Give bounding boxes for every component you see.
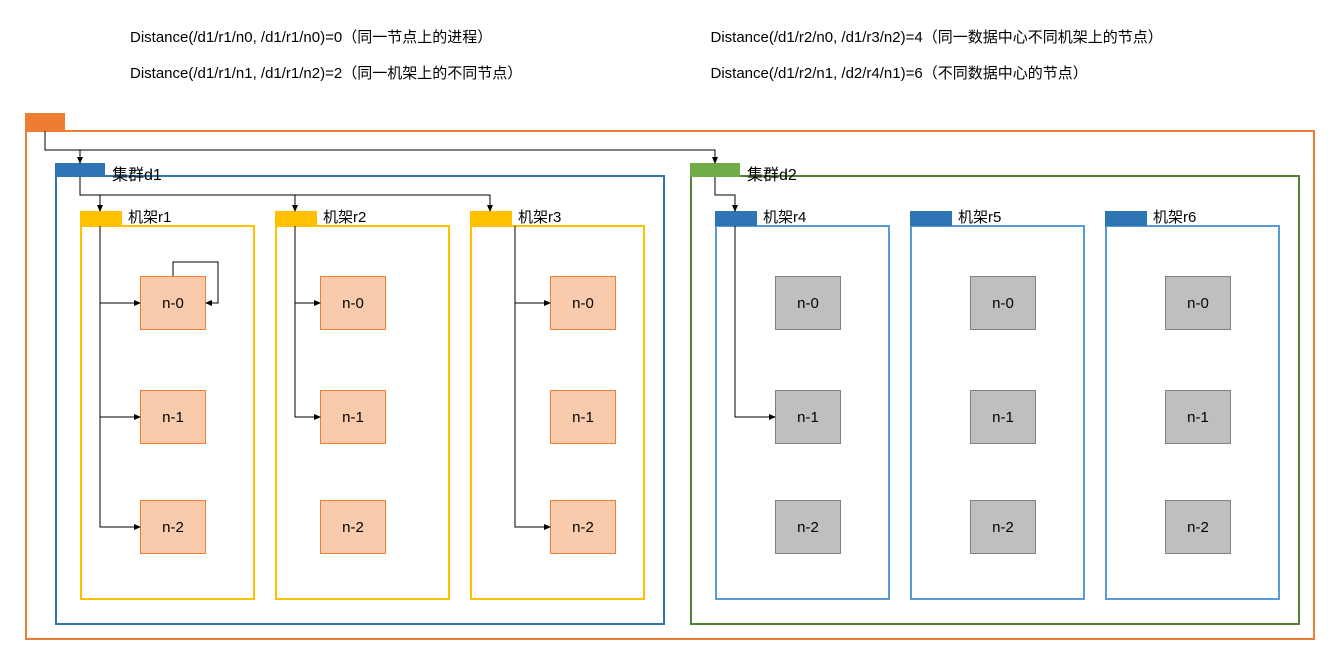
node-r6-1: n-1	[1165, 390, 1231, 444]
rack-label-r6: 机架r6	[1153, 206, 1196, 227]
formula-line: Distance(/d1/r1/n0, /d1/r1/n0)=0（同一节点上的进…	[130, 20, 711, 56]
distance-formulas: Distance(/d1/r1/n0, /d1/r1/n0)=0（同一节点上的进…	[130, 20, 1291, 92]
rack-tag-r1	[80, 211, 122, 226]
root-tag	[25, 113, 65, 131]
rack-tag-r6	[1105, 211, 1147, 226]
node-r4-1: n-1	[775, 390, 841, 444]
node-r5-0: n-0	[970, 276, 1036, 330]
rack-label-r5: 机架r5	[958, 206, 1001, 227]
node-r1-2: n-2	[140, 500, 206, 554]
node-r3-2: n-2	[550, 500, 616, 554]
rack-tag-r4	[715, 211, 757, 226]
cluster-label-d1: 集群d1	[112, 161, 162, 185]
formula-line: Distance(/d1/r2/n0, /d1/r3/n2)=4（同一数据中心不…	[711, 20, 1292, 56]
cluster-tag-d2	[690, 163, 740, 177]
cluster-label-d2: 集群d2	[747, 161, 797, 185]
node-r1-0: n-0	[140, 276, 206, 330]
node-r1-1: n-1	[140, 390, 206, 444]
node-r2-2: n-2	[320, 500, 386, 554]
node-r6-2: n-2	[1165, 500, 1231, 554]
formula-col-left: Distance(/d1/r1/n0, /d1/r1/n0)=0（同一节点上的进…	[130, 20, 711, 92]
formula-line: Distance(/d1/r1/n1, /d1/r1/n2)=2（同一机架上的不…	[130, 56, 711, 92]
rack-label-r1: 机架r1	[128, 206, 171, 227]
cluster-tag-d1	[55, 163, 105, 177]
rack-label-r4: 机架r4	[763, 206, 806, 227]
rack-tag-r3	[470, 211, 512, 226]
rack-tag-r5	[910, 211, 952, 226]
formula-col-right: Distance(/d1/r2/n0, /d1/r3/n2)=4（同一数据中心不…	[711, 20, 1292, 92]
node-r3-0: n-0	[550, 276, 616, 330]
node-r5-1: n-1	[970, 390, 1036, 444]
rack-label-r3: 机架r3	[518, 206, 561, 227]
node-r4-0: n-0	[775, 276, 841, 330]
rack-tag-r2	[275, 211, 317, 226]
node-r3-1: n-1	[550, 390, 616, 444]
node-r2-1: n-1	[320, 390, 386, 444]
formula-line: Distance(/d1/r2/n1, /d2/r4/n1)=6（不同数据中心的…	[711, 56, 1292, 92]
node-r5-2: n-2	[970, 500, 1036, 554]
rack-label-r2: 机架r2	[323, 206, 366, 227]
node-r4-2: n-2	[775, 500, 841, 554]
node-r2-0: n-0	[320, 276, 386, 330]
node-r6-0: n-0	[1165, 276, 1231, 330]
